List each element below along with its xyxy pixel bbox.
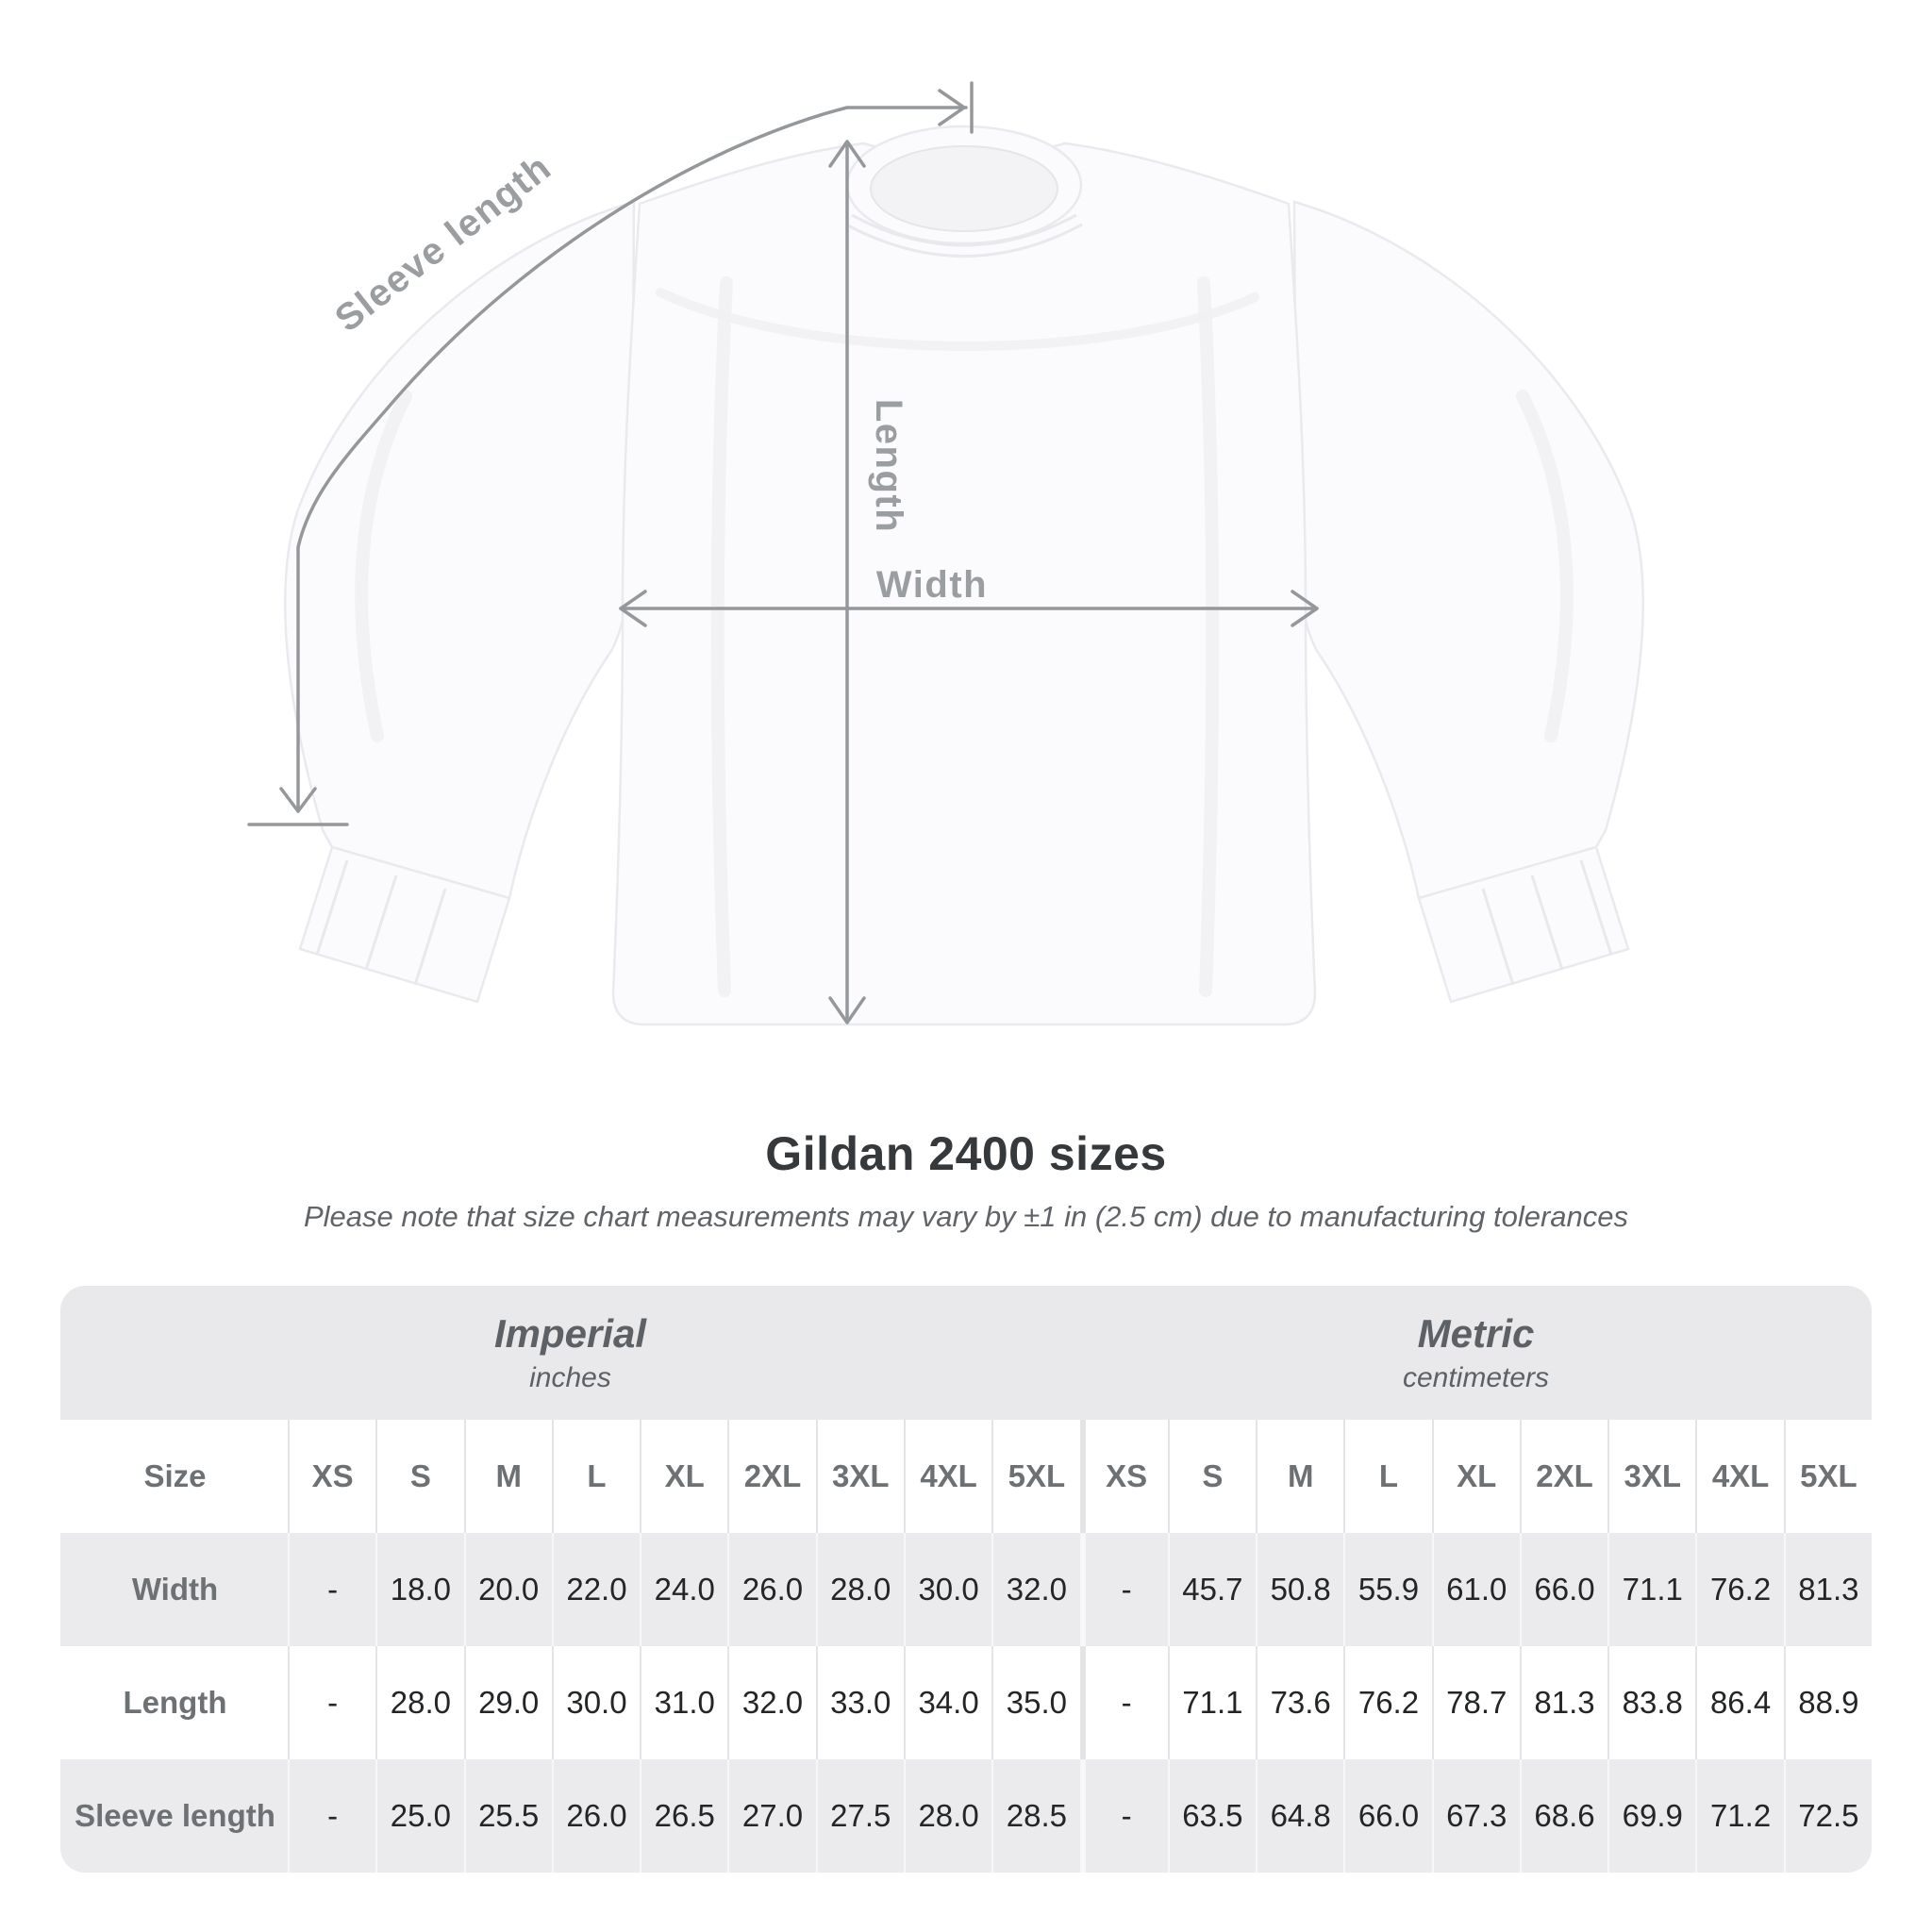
value-sleeve-length-metric-3xl: 69.9 [1607,1759,1696,1873]
size-header-metric-s: S [1167,1420,1257,1533]
size-header-metric-xl: XL [1431,1420,1520,1533]
value-length-imperial-l: 30.0 [551,1646,641,1759]
size-table: Imperial inches Metric centimeters Size X… [60,1286,1872,1873]
value-sleeve-length-imperial-2xl: 27.0 [727,1759,816,1873]
size-header-metric-l: L [1343,1420,1432,1533]
value-sleeve-length-metric-5xl: 72.5 [1783,1759,1872,1873]
value-width-imperial-4xl: 30.0 [903,1533,992,1646]
shirt-right-sleeve [1292,200,1645,1004]
value-length-imperial-s: 28.0 [375,1646,464,1759]
value-length-metric-3xl: 83.8 [1607,1646,1696,1759]
length-label: Length [868,399,909,533]
value-width-metric-4xl: 76.2 [1695,1533,1784,1646]
value-sleeve-length-imperial-xl: 26.5 [640,1759,728,1873]
value-length-metric-4xl: 86.4 [1695,1646,1784,1759]
value-length-imperial-3xl: 33.0 [815,1646,904,1759]
value-width-imperial-xl: 24.0 [640,1533,728,1646]
value-length-metric-xs: - [1079,1646,1168,1759]
size-header-metric-4xl: 4XL [1695,1420,1784,1533]
value-length-metric-2xl: 81.3 [1519,1646,1608,1759]
size-header-imperial-s: S [375,1420,464,1533]
value-length-imperial-4xl: 34.0 [903,1646,992,1759]
value-sleeve-length-metric-s: 63.5 [1167,1759,1257,1873]
shirt-body [611,142,1317,1026]
value-width-metric-2xl: 66.0 [1519,1533,1608,1646]
value-width-imperial-l: 22.0 [551,1533,641,1646]
width-dimension-line [619,590,1319,627]
value-width-imperial-s: 18.0 [375,1533,464,1646]
value-sleeve-length-metric-m: 64.8 [1256,1759,1344,1873]
page-title: Gildan 2400 sizes [765,1127,1167,1180]
shirt-left-sleeve [283,200,636,1004]
value-sleeve-length-metric-l: 66.0 [1343,1759,1432,1873]
size-header-metric-5xl: 5XL [1783,1420,1872,1533]
value-length-metric-xl: 78.7 [1431,1646,1520,1759]
shirt-collar [845,125,1083,258]
unit-header-band: Imperial inches Metric centimeters [60,1286,1872,1420]
size-header-imperial-2xl: 2XL [727,1420,816,1533]
value-width-imperial-m: 20.0 [463,1533,552,1646]
value-length-imperial-5xl: 35.0 [991,1646,1080,1759]
value-sleeve-length-metric-2xl: 68.6 [1519,1759,1608,1873]
width-label: Width [876,564,988,606]
value-length-imperial-2xl: 32.0 [727,1646,816,1759]
size-grid: Size XS S M L XL 2XL 3XL 4XL 5XL XS S M L XL 2XL 3XL 4XL 5… [60,1420,1872,1873]
page-subtitle: Please note that size chart measurements… [303,1200,1629,1233]
metric-header: Metric centimeters [1080,1286,1872,1420]
value-sleeve-length-imperial-m: 25.5 [463,1759,552,1873]
value-width-metric-l: 55.9 [1343,1533,1432,1646]
value-sleeve-length-imperial-l: 26.0 [551,1759,641,1873]
size-header-imperial-5xl: 5XL [991,1420,1080,1533]
size-header-imperial-xl: XL [640,1420,728,1533]
value-sleeve-length-metric-xl: 67.3 [1431,1759,1520,1873]
size-header-metric-xs: XS [1079,1420,1168,1533]
size-header-metric-m: M [1256,1420,1344,1533]
value-width-imperial-2xl: 26.0 [727,1533,816,1646]
value-width-imperial-5xl: 32.0 [991,1533,1080,1646]
size-header-imperial-4xl: 4XL [903,1420,992,1533]
value-width-imperial-xs: - [288,1533,376,1646]
sleeve-length-dimension-line [247,81,974,826]
row-label-width: Width [60,1533,288,1646]
value-sleeve-length-imperial-s: 25.0 [375,1759,464,1873]
size-header-metric-3xl: 3XL [1607,1420,1696,1533]
size-column-header: Size [60,1420,288,1533]
value-width-imperial-3xl: 28.0 [815,1533,904,1646]
value-width-metric-xs: - [1079,1533,1168,1646]
value-length-metric-5xl: 88.9 [1783,1646,1872,1759]
size-header-imperial-3xl: 3XL [815,1420,904,1533]
value-sleeve-length-imperial-4xl: 28.0 [903,1759,992,1873]
value-width-metric-xl: 61.0 [1431,1533,1520,1646]
value-sleeve-length-imperial-3xl: 27.5 [815,1759,904,1873]
imperial-header-title: Imperial [493,1311,647,1356]
value-length-imperial-xl: 31.0 [640,1646,728,1759]
shirt-illustration: Sleeve length Length Width [247,81,1645,1026]
size-header-imperial-m: M [463,1420,552,1533]
value-length-imperial-m: 29.0 [463,1646,552,1759]
value-sleeve-length-metric-xs: - [1079,1759,1168,1873]
metric-header-unit: centimeters [1402,1362,1550,1393]
value-width-metric-s: 45.7 [1167,1533,1257,1646]
value-width-metric-3xl: 71.1 [1607,1533,1696,1646]
length-dimension-line [828,140,866,1024]
value-sleeve-length-imperial-xs: - [288,1759,376,1873]
size-header-metric-2xl: 2XL [1519,1420,1608,1533]
value-length-imperial-xs: - [288,1646,376,1759]
row-label-length: Length [60,1646,288,1759]
value-length-metric-l: 76.2 [1343,1646,1432,1759]
size-header-imperial-l: L [551,1420,641,1533]
row-label-sleeve-length: Sleeve length [60,1759,288,1873]
value-sleeve-length-imperial-5xl: 28.5 [991,1759,1080,1873]
value-width-metric-m: 50.8 [1256,1533,1344,1646]
imperial-header-unit: inches [529,1362,611,1393]
metric-header-title: Metric [1417,1311,1535,1356]
size-header-imperial-xs: XS [288,1420,376,1533]
value-width-metric-5xl: 81.3 [1783,1533,1872,1646]
value-length-metric-m: 73.6 [1256,1646,1344,1759]
value-sleeve-length-metric-4xl: 71.2 [1695,1759,1784,1873]
imperial-header: Imperial inches [60,1286,1080,1420]
value-length-metric-s: 71.1 [1167,1646,1257,1759]
